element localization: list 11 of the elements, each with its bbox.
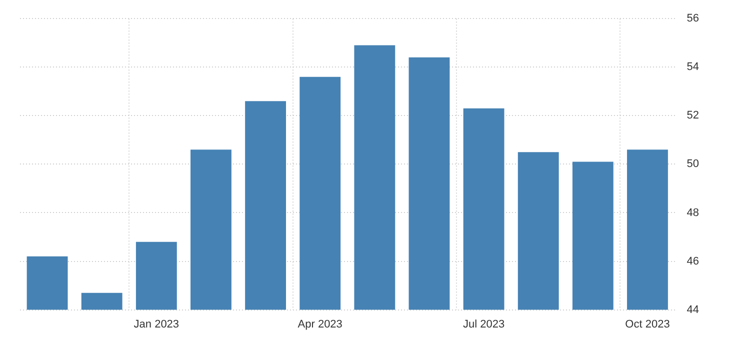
y-tick-label: 44 <box>686 304 700 316</box>
y-tick-label: 46 <box>686 255 700 268</box>
x-tick-label: Jul 2023 <box>462 318 505 330</box>
y-tick-label: 52 <box>686 110 700 122</box>
y-tick-label: 50 <box>686 158 700 170</box>
x-tick-label: Oct 2023 <box>625 318 670 330</box>
y-tick-label: 56 <box>686 12 700 25</box>
x-tick-label: Apr 2023 <box>298 318 342 330</box>
y-tick-label: 48 <box>686 206 700 219</box>
y-tick-label: 54 <box>686 61 700 74</box>
x-tick-label: Jan 2023 <box>134 318 180 330</box>
